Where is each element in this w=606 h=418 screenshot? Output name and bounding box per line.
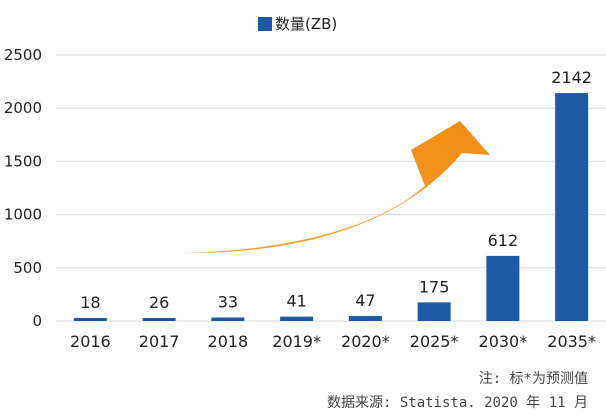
bar [280,316,314,321]
bar [211,317,245,321]
legend-label: 数量(ZB) [275,15,338,33]
source-note: 数据来源: Statista. 2020 年 11 月 [326,395,588,411]
x-axis: 2016 2017 2018 2019* 2020* 2025* 2030* 2035* [70,332,596,351]
y-tick-label: 500 [13,259,42,277]
forecast-note: 注: 标*为预测值 [478,371,588,387]
bar [142,318,176,321]
x-tick-label: 2020* [341,332,390,351]
data-label: 612 [488,231,519,250]
x-tick-label: 2016 [70,332,111,351]
legend: 数量(ZB) [258,13,337,34]
y-tick-label: 1000 [4,206,42,224]
gridlines [56,54,606,322]
data-label: 26 [149,293,169,312]
x-tick-label: 2019* [272,332,321,351]
y-axis: 0 500 1000 1500 2000 2500 [4,46,42,330]
y-tick-label: 1500 [4,152,42,170]
bar [73,318,107,321]
x-tick-label: 2030* [479,332,528,351]
bar [348,315,382,321]
y-tick-label: 2500 [4,46,42,64]
bars: 18 26 33 41 47 175 612 2142 [73,68,592,321]
data-label: 18 [80,293,100,312]
y-tick-label: 0 [32,312,42,330]
data-label: 175 [419,277,450,296]
bar [555,93,589,321]
y-tick-label: 2000 [4,99,42,117]
data-label: 33 [218,292,238,311]
data-label: 2142 [551,68,592,87]
bar [417,302,451,321]
x-tick-label: 2035* [547,332,596,351]
trend-arrow [182,121,490,254]
bar [486,255,520,321]
x-tick-label: 2018 [208,332,249,351]
x-tick-label: 2017 [139,332,180,351]
legend-swatch [258,16,272,31]
data-label: 41 [286,292,306,311]
data-label: 47 [355,291,375,310]
x-tick-label: 2025* [410,332,459,351]
